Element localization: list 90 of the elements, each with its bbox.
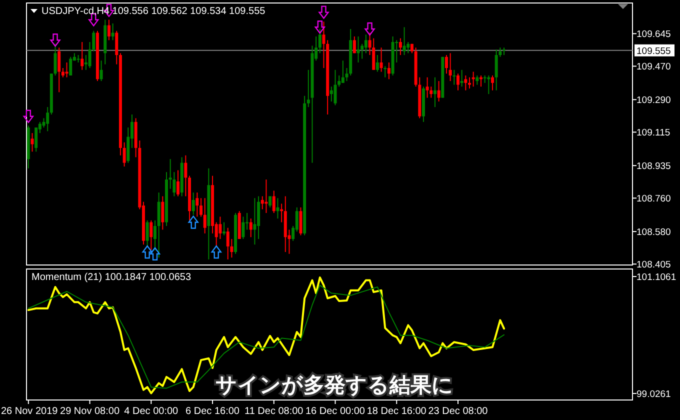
x-tick-label: 26 Nov 2019 [1, 406, 58, 417]
candlestick [276, 198, 280, 220]
candlestick [153, 220, 156, 251]
candlestick [253, 198, 256, 246]
candlestick [107, 19, 110, 41]
candlestick [318, 28, 322, 54]
candlestick [184, 154, 188, 197]
point [318, 6, 329, 19]
y-tick-label: 109.290 [636, 95, 671, 106]
y-tick-label: 109.645 [636, 29, 671, 40]
candlestick [249, 218, 252, 238]
candlestick [200, 198, 203, 218]
candlestick [356, 36, 360, 63]
candlestick [376, 54, 379, 72]
x-tick-label: 4 Dec 00:00 [124, 406, 179, 417]
point [142, 245, 152, 259]
candlestick [464, 74, 468, 91]
y-tick-label: 108.760 [636, 194, 671, 205]
y-tick-label: 108.405 [636, 260, 671, 271]
candlestick [491, 74, 494, 91]
candlestick [452, 69, 456, 86]
candlestick [299, 206, 302, 236]
candlestick [46, 106, 50, 132]
candlestick [176, 170, 180, 197]
point [150, 247, 160, 260]
candlestick [111, 22, 114, 41]
candlestick [437, 80, 440, 102]
candlestick [380, 47, 383, 72]
x-tick-label: 16 Dec 00:00 [306, 406, 366, 417]
x-tick-label: 29 Nov 08:00 [60, 406, 120, 417]
point [23, 110, 34, 123]
point [211, 245, 222, 259]
y-tick-label: 109.470 [636, 62, 671, 73]
candlestick [398, 38, 402, 56]
point [50, 34, 60, 47]
candlestick [69, 56, 72, 76]
x-tick-label: 18 Dec 16:00 [366, 406, 427, 417]
candlestick [30, 132, 34, 152]
x-tick-label: 11 Dec 08:00 [244, 406, 304, 417]
candlestick [334, 69, 337, 106]
candlestick [341, 60, 344, 84]
candlestick [61, 68, 64, 78]
candlestick [433, 76, 436, 108]
candlestick [494, 48, 498, 91]
ref-line-label: 109.555 [636, 46, 671, 57]
y-tick-label: 99.0261 [636, 388, 671, 400]
candlestick [222, 222, 226, 236]
candlestick [54, 43, 57, 76]
candlestick [272, 190, 276, 214]
candlestick [100, 60, 103, 82]
candlestick [426, 76, 429, 98]
candlestick [448, 52, 452, 82]
candlestick [203, 198, 206, 234]
annotation: サインが多発する結果に [216, 373, 454, 397]
y-tick-label: 109.115 [636, 128, 670, 139]
candlestick [444, 54, 448, 74]
y-tick-label: 108.580 [636, 227, 671, 238]
candlestick [268, 196, 272, 208]
point [314, 20, 326, 34]
candlestick [402, 26, 406, 56]
candlestick [192, 192, 195, 216]
point [188, 216, 198, 229]
candlestick [196, 192, 199, 218]
candlestick [460, 69, 464, 88]
candlestick [387, 62, 390, 80]
candlestick [352, 36, 356, 54]
candlestick [122, 142, 126, 168]
chart-title: Momentum (21) 100.1847 100.0653 [32, 272, 192, 283]
candlestick [161, 196, 164, 230]
x-tick-label: 23 Dec 08:00 [428, 406, 488, 417]
candlestick [34, 126, 38, 152]
candlestick [115, 30, 118, 65]
candlestick [456, 73, 460, 91]
x-tick-label: 6 Dec 16:00 [186, 406, 240, 417]
y-tick-label: 101.1061 [636, 272, 676, 284]
candlestick [226, 227, 230, 260]
candlestick [150, 220, 153, 251]
y-tick-label: 108.935 [636, 161, 671, 172]
candlestick [330, 86, 333, 102]
candlestick [322, 21, 326, 69]
candlestick [146, 220, 149, 247]
candlestick [468, 76, 471, 89]
candlestick [58, 47, 61, 93]
candlestick [364, 34, 368, 54]
candlestick [80, 42, 84, 70]
candlestick [476, 74, 479, 86]
candlestick [384, 66, 387, 78]
candlestick [242, 216, 245, 240]
candlestick [218, 216, 222, 240]
point [364, 22, 375, 36]
